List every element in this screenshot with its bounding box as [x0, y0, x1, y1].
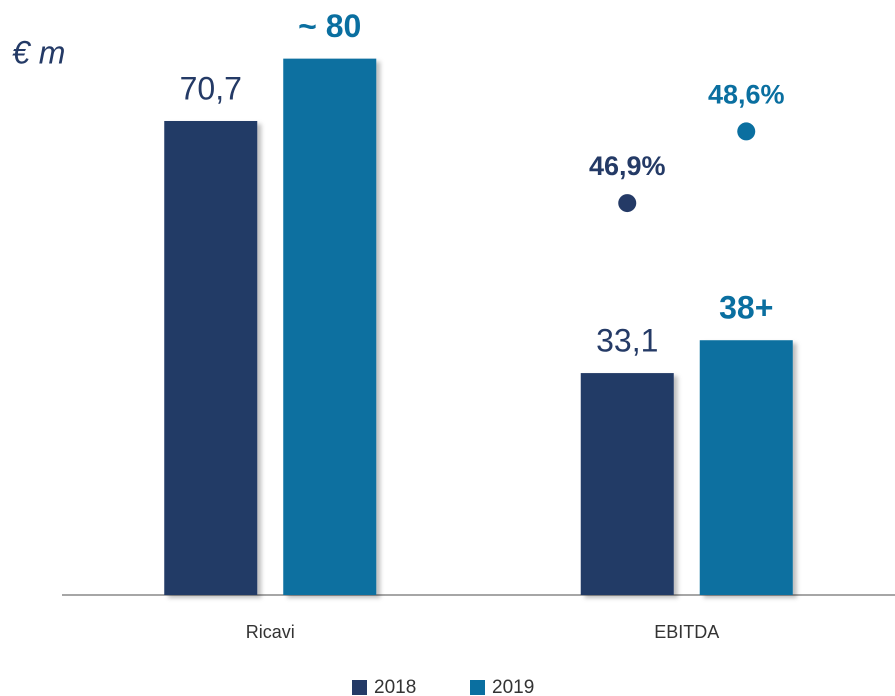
value-label: 33,1: [596, 323, 658, 359]
margin-label: 46,9%: [589, 151, 666, 181]
bar: [283, 58, 377, 596]
legend-label: 2019: [492, 677, 534, 696]
legend-swatch: [470, 680, 485, 695]
value-label: 38+: [719, 290, 773, 326]
margin-dot: [737, 122, 756, 141]
x-tick-label: Ricavi: [246, 622, 295, 642]
legend-label: 2018: [374, 677, 416, 696]
margin-label: 48,6%: [708, 80, 785, 110]
bar: [164, 120, 258, 595]
margin-dot: [618, 194, 637, 213]
bar: [580, 373, 674, 595]
value-label: 70,7: [180, 70, 242, 106]
value-label: ~ 80: [298, 8, 361, 44]
legend-swatch: [352, 680, 367, 695]
unit-label: € m: [12, 34, 65, 70]
x-tick-label: EBITDA: [654, 622, 719, 642]
bar: [699, 340, 793, 595]
